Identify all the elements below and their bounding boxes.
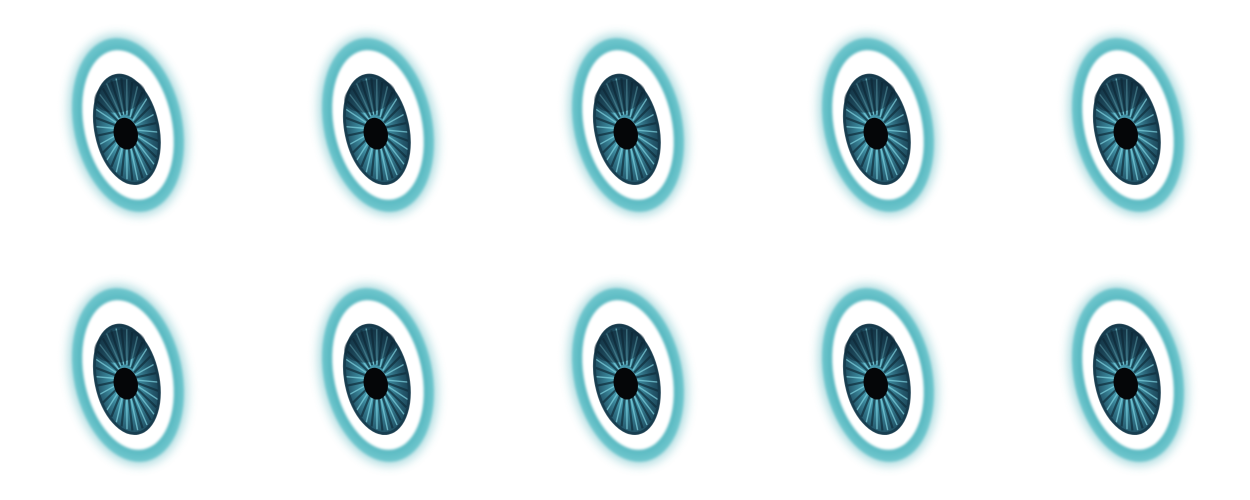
iris — [842, 323, 911, 436]
iris — [342, 73, 411, 186]
eye-icon — [308, 25, 448, 225]
eye-icon — [1058, 25, 1198, 225]
eye-icon — [558, 275, 698, 475]
pupil — [613, 117, 638, 150]
iris — [92, 73, 161, 186]
iris — [342, 323, 411, 436]
eye-icon — [1058, 275, 1198, 475]
pupil — [363, 367, 388, 400]
iris — [842, 73, 911, 186]
pupil — [1113, 367, 1138, 400]
pupil — [113, 367, 138, 400]
eye-icon — [58, 25, 198, 225]
iris — [592, 323, 661, 436]
eye-icon — [808, 25, 948, 225]
eye-icon — [308, 275, 448, 475]
pupil — [863, 117, 888, 150]
eye-icon — [808, 275, 948, 475]
pupil — [613, 367, 638, 400]
iris — [92, 323, 161, 436]
pupil — [863, 367, 888, 400]
pupil — [1113, 117, 1138, 150]
iris — [592, 73, 661, 186]
eye-icon — [558, 25, 698, 225]
iris — [1092, 73, 1161, 186]
iris — [1092, 323, 1161, 436]
pupil — [113, 117, 138, 150]
eye-icon — [58, 275, 198, 475]
pupil — [363, 117, 388, 150]
